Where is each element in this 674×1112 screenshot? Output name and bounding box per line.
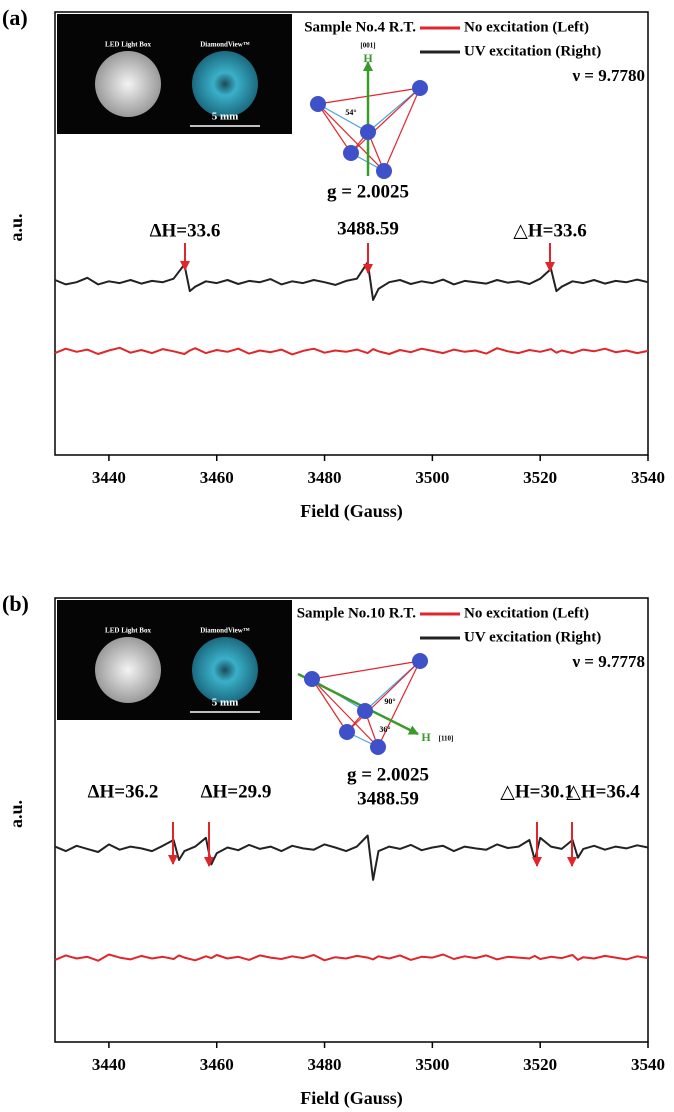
x-tick-label: 3480: [308, 1055, 342, 1074]
g-factor: g = 2.0025: [327, 181, 409, 202]
atom: [412, 653, 428, 669]
plot-frame: [54, 11, 649, 456]
legend-label: UV excitation (Right): [464, 629, 601, 645]
x-tick-label: 3500: [415, 468, 449, 487]
legend-title: Sample No.10 R.T.: [297, 605, 417, 621]
x-axis-label: Field (Gauss): [300, 501, 403, 522]
legend-label: No excitation (Left): [464, 605, 589, 621]
bond: [383, 87, 421, 172]
diagram-label: 36°: [379, 725, 390, 734]
panel-label: (a): [2, 5, 28, 30]
bond: [317, 103, 352, 154]
bond: [311, 678, 379, 748]
inset-label: LED Light Box: [105, 41, 151, 49]
x-axis-label: Field (Gauss): [300, 1088, 403, 1109]
bond: [346, 660, 421, 733]
atom: [360, 124, 376, 140]
diagram-label: [110]: [439, 735, 454, 743]
scale-label: 5 mm: [212, 111, 239, 123]
inset-photo: [57, 600, 292, 720]
annotation: 3488.59: [337, 218, 399, 239]
series-line: [54, 346, 649, 356]
atom: [343, 145, 359, 161]
x-tick-label: 3440: [92, 1055, 126, 1074]
frequency: ν = 9.7780: [571, 66, 645, 85]
x-tick-label: 3460: [200, 1055, 234, 1074]
atom: [370, 739, 386, 755]
diamond-white: [95, 637, 161, 703]
x-tick-label: 3540: [631, 468, 665, 487]
atom: [376, 163, 392, 179]
bond: [317, 103, 369, 133]
series-line: [54, 261, 649, 301]
y-axis-label: a.u.: [6, 800, 26, 828]
bond: [367, 87, 421, 133]
inset-label: DiamondView™: [200, 627, 250, 635]
series-line: [54, 953, 649, 962]
bond: [377, 660, 421, 748]
diagram-label: H: [421, 730, 431, 744]
frequency: ν = 9.7778: [571, 652, 645, 671]
scale-label: 5 mm: [212, 697, 239, 709]
diagram-label: [001]: [360, 42, 375, 50]
bond: [311, 660, 421, 680]
diamond-white: [95, 51, 161, 117]
x-tick-label: 3460: [200, 468, 234, 487]
diagram-label: 54°: [345, 108, 356, 117]
y-axis-label: a.u.: [6, 213, 26, 241]
atom: [412, 80, 428, 96]
x-tick-label: 3480: [308, 468, 342, 487]
x-tick-label: 3500: [415, 1055, 449, 1074]
legend-label: UV excitation (Right): [464, 43, 601, 59]
annotation: △H=30.1: [500, 781, 573, 802]
annotation: △H=36.4: [566, 781, 640, 802]
x-tick-label: 3520: [523, 468, 557, 487]
diamond-cyan: [192, 51, 258, 117]
annotation: △H=33.6: [513, 220, 586, 241]
diagram-label: H: [363, 51, 373, 65]
series-line: [54, 834, 649, 881]
inset-label: DiamondView™: [200, 41, 250, 49]
atom: [339, 724, 355, 740]
g-factor: g = 2.0025: [347, 764, 429, 785]
x-tick-label: 3440: [92, 468, 126, 487]
x-tick-label: 3540: [631, 1055, 665, 1074]
inset-photo: [57, 14, 292, 134]
annotation: ΔH=33.6: [150, 220, 221, 241]
bond: [350, 87, 421, 154]
legend-label: No excitation (Left): [464, 19, 589, 35]
bond: [317, 103, 385, 172]
bond: [311, 678, 348, 733]
atom: [310, 96, 326, 112]
diamond-cyan: [192, 637, 258, 703]
atom: [357, 703, 373, 719]
center-field: 3488.59: [357, 788, 419, 809]
plot-frame: [54, 597, 649, 1043]
panel-label: (b): [2, 591, 29, 616]
legend-title: Sample No.4 R.T.: [304, 19, 416, 35]
diagram-label: 90°: [384, 697, 395, 706]
atom: [304, 671, 320, 687]
inset-label: LED Light Box: [105, 627, 151, 635]
annotation: ΔH=29.9: [201, 781, 272, 802]
annotation: ΔH=36.2: [88, 781, 159, 802]
x-tick-label: 3520: [523, 1055, 557, 1074]
